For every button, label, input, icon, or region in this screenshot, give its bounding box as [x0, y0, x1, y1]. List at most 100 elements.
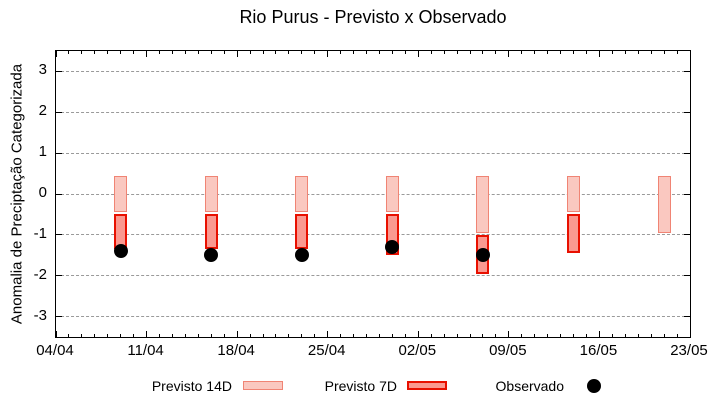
x-tick [262, 51, 264, 54]
x-tick [391, 334, 393, 337]
x-tick [456, 334, 458, 337]
x-tick [55, 51, 57, 57]
previsto-14d-bar [295, 175, 309, 213]
x-tick [482, 51, 484, 54]
previsto-14d-swatch-icon [243, 381, 283, 390]
x-tick [404, 51, 406, 54]
x-tick [469, 51, 471, 54]
x-tick [676, 334, 678, 337]
legend-label-previsto-14d: Previsto 14D [151, 378, 232, 394]
x-tick [68, 334, 70, 337]
x-tick [275, 51, 277, 54]
x-tick [534, 51, 536, 54]
gridline [56, 193, 690, 195]
x-tick [560, 51, 562, 54]
x-tick [378, 51, 380, 54]
x-tick [663, 334, 665, 337]
x-tick [637, 51, 639, 54]
x-tick [560, 334, 562, 337]
y-tick [684, 193, 690, 195]
x-tick [327, 331, 329, 337]
x-tick [340, 51, 342, 54]
observado-dot [204, 248, 219, 263]
y-tick [684, 111, 690, 113]
x-tick [689, 331, 691, 337]
y-tick [56, 152, 62, 154]
y-tick [56, 193, 62, 195]
gridline [56, 152, 690, 154]
x-tick [327, 51, 329, 57]
x-tick [223, 51, 225, 54]
x-tick-label: 02/05 [398, 342, 437, 359]
x-tick [236, 51, 238, 57]
x-tick [184, 51, 186, 54]
x-tick [469, 334, 471, 337]
x-tick-label: 09/05 [489, 342, 527, 359]
x-tick [366, 51, 368, 54]
x-tick [547, 334, 549, 337]
x-tick [585, 51, 587, 54]
x-tick [210, 334, 212, 337]
previsto-7d-swatch-icon [407, 381, 447, 390]
previsto-14d-bar [204, 175, 218, 213]
x-tick [236, 331, 238, 337]
x-tick [521, 51, 523, 54]
x-tick [404, 334, 406, 337]
x-tick [288, 51, 290, 54]
x-tick [197, 51, 199, 54]
plot-area [55, 50, 691, 338]
y-tick [56, 316, 62, 318]
x-tick [301, 334, 303, 337]
x-tick [663, 51, 665, 54]
y-tick [56, 111, 62, 113]
x-tick [547, 51, 549, 54]
x-tick [275, 334, 277, 337]
gridline [56, 316, 690, 318]
x-tick [223, 334, 225, 337]
x-tick [624, 51, 626, 54]
x-tick [508, 331, 510, 337]
x-tick [146, 51, 148, 57]
x-tick [598, 331, 600, 337]
x-tick [120, 51, 122, 54]
previsto-7d-bar [204, 214, 218, 250]
x-tick [430, 51, 432, 54]
x-tick [146, 331, 148, 337]
x-tick [534, 334, 536, 337]
y-tick-label: -2 [33, 265, 47, 283]
observado-dot [385, 240, 400, 255]
gridline [56, 275, 690, 277]
x-tick [314, 51, 316, 54]
x-tick [133, 51, 135, 54]
y-tick-label: 2 [38, 102, 47, 120]
x-tick [521, 334, 523, 337]
x-tick [573, 334, 575, 337]
y-tick-label: 1 [38, 143, 47, 161]
x-tick [301, 51, 303, 54]
x-tick [55, 331, 57, 337]
x-tick [598, 51, 600, 57]
y-tick-label: 3 [38, 61, 47, 79]
previsto-7d-bar [567, 214, 581, 254]
y-tick [56, 70, 62, 72]
x-tick [650, 334, 652, 337]
y-tick-label: -1 [33, 224, 47, 242]
previsto-14d-bar [657, 175, 671, 233]
x-tick [391, 51, 393, 54]
observado-dot [113, 244, 128, 259]
x-tick [624, 334, 626, 337]
previsto-14d-bar [385, 175, 399, 213]
x-tick [689, 51, 691, 57]
x-tick [171, 334, 173, 337]
previsto-14d-bar [567, 175, 581, 213]
y-tick-label: -3 [33, 306, 47, 324]
x-tick [417, 51, 419, 57]
y-tick [684, 275, 690, 277]
observado-dot [475, 248, 490, 263]
x-tick [120, 334, 122, 337]
previsto-14d-bar [476, 175, 490, 233]
x-tick [676, 51, 678, 54]
x-tick [68, 51, 70, 54]
x-tick [107, 334, 109, 337]
x-tick [81, 334, 83, 337]
